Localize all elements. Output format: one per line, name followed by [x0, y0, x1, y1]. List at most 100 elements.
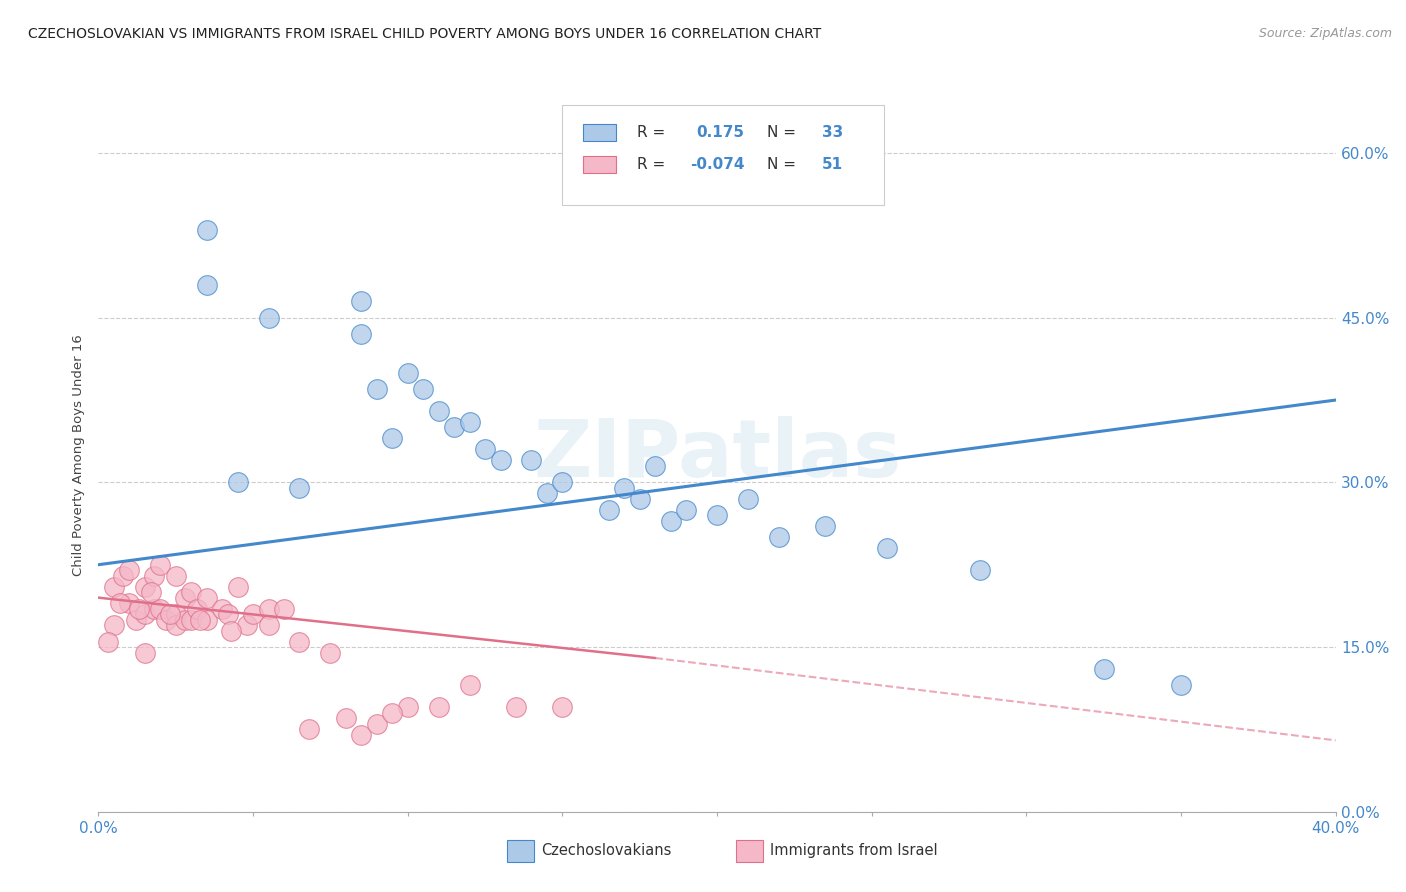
Text: CZECHOSLOVAKIAN VS IMMIGRANTS FROM ISRAEL CHILD POVERTY AMONG BOYS UNDER 16 CORR: CZECHOSLOVAKIAN VS IMMIGRANTS FROM ISRAE… — [28, 27, 821, 41]
Text: Immigrants from Israel: Immigrants from Israel — [770, 844, 938, 858]
Point — [443, 420, 465, 434]
Point — [474, 442, 496, 457]
Point — [551, 475, 574, 490]
Point — [366, 382, 388, 396]
Point — [108, 596, 131, 610]
Point — [118, 563, 141, 577]
Point — [273, 601, 295, 615]
Point — [180, 613, 202, 627]
Point — [288, 481, 311, 495]
Point — [180, 585, 202, 599]
Point — [350, 294, 373, 309]
Point — [536, 486, 558, 500]
Point — [737, 491, 759, 506]
Text: R =: R = — [637, 125, 669, 140]
Point — [969, 563, 991, 577]
Point — [598, 503, 620, 517]
Text: 0.175: 0.175 — [696, 125, 744, 140]
Point — [211, 601, 233, 615]
Point — [814, 519, 837, 533]
Y-axis label: Child Poverty Among Boys Under 16: Child Poverty Among Boys Under 16 — [72, 334, 86, 576]
Point — [628, 491, 651, 506]
FancyBboxPatch shape — [562, 105, 884, 205]
Point — [381, 706, 404, 720]
Point — [257, 601, 280, 615]
Point — [217, 607, 239, 621]
Point — [520, 453, 543, 467]
Text: ZIPatlas: ZIPatlas — [533, 416, 901, 494]
Point — [112, 568, 135, 582]
Point — [195, 223, 218, 237]
Point — [675, 503, 697, 517]
Point — [288, 634, 311, 648]
Point — [143, 601, 166, 615]
Point — [551, 700, 574, 714]
Point — [613, 481, 636, 495]
Point — [103, 618, 125, 632]
Point — [396, 700, 419, 714]
Point — [350, 728, 373, 742]
Point — [412, 382, 434, 396]
Point — [186, 601, 208, 615]
Point — [134, 646, 156, 660]
Point — [134, 580, 156, 594]
Text: N =: N = — [766, 125, 800, 140]
Point — [195, 613, 218, 627]
Point — [768, 530, 790, 544]
Point — [1092, 662, 1115, 676]
Point — [134, 607, 156, 621]
Point — [366, 717, 388, 731]
Point — [396, 366, 419, 380]
Text: Czechoslovakians: Czechoslovakians — [541, 844, 672, 858]
Point — [97, 634, 120, 648]
Point — [190, 613, 212, 627]
Point — [659, 514, 682, 528]
Point — [159, 607, 181, 621]
Point — [257, 618, 280, 632]
Point — [706, 508, 728, 523]
Point — [195, 277, 218, 292]
Point — [149, 601, 172, 615]
Point — [1170, 678, 1192, 692]
Point — [427, 700, 450, 714]
Point — [458, 678, 481, 692]
Point — [143, 568, 166, 582]
Point — [298, 723, 321, 737]
Text: N =: N = — [766, 157, 800, 172]
Point — [427, 404, 450, 418]
Point — [335, 711, 357, 725]
Point — [458, 415, 481, 429]
Point — [221, 624, 243, 638]
Point — [505, 700, 527, 714]
Point — [165, 568, 187, 582]
Point — [876, 541, 898, 556]
Point — [103, 580, 125, 594]
Text: Source: ZipAtlas.com: Source: ZipAtlas.com — [1258, 27, 1392, 40]
Point — [174, 591, 197, 605]
Point — [236, 618, 259, 632]
Bar — [583, 156, 616, 173]
Point — [242, 607, 264, 621]
Bar — [506, 840, 534, 862]
Point — [644, 458, 666, 473]
Text: 51: 51 — [823, 157, 844, 172]
Point — [226, 475, 249, 490]
Point — [195, 591, 218, 605]
Point — [155, 613, 177, 627]
Point — [226, 580, 249, 594]
Text: R =: R = — [637, 157, 669, 172]
Point — [174, 613, 197, 627]
Point — [128, 601, 150, 615]
Bar — [735, 840, 763, 862]
Point — [118, 596, 141, 610]
Text: 33: 33 — [823, 125, 844, 140]
Point — [381, 432, 404, 446]
Point — [165, 618, 187, 632]
Point — [165, 607, 187, 621]
Point — [149, 558, 172, 572]
Point — [124, 613, 146, 627]
Text: -0.074: -0.074 — [690, 157, 744, 172]
Point — [257, 310, 280, 325]
Point — [489, 453, 512, 467]
Point — [350, 327, 373, 342]
